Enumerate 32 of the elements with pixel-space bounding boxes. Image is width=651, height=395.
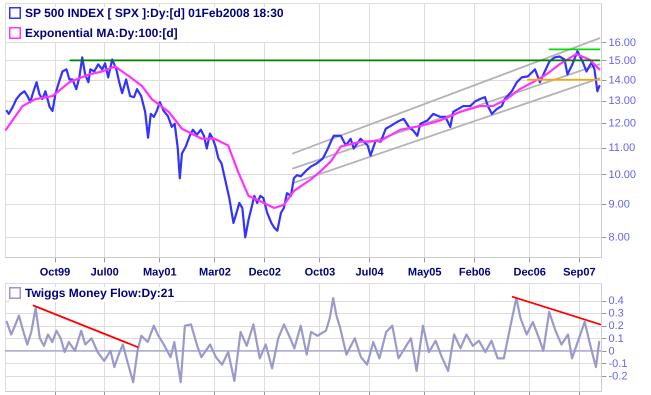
x-tick-label: Oct99	[40, 266, 70, 278]
legend-label: Exponential MA:Dy:100:[d]	[25, 26, 178, 40]
y-tick-label: 11.00	[608, 142, 636, 154]
x-tick-label: Dec02	[248, 266, 281, 278]
y-tick-label: 16.00	[608, 36, 636, 49]
x-tick-label: Dec06	[513, 266, 546, 278]
x-tick-label: Mar02	[199, 266, 231, 278]
y-tick-label: 0.1	[608, 332, 624, 345]
x-tick-label: May01	[142, 266, 177, 278]
y-tick-label: 9.00	[608, 198, 630, 210]
y-tick-label: -0.1	[608, 358, 628, 370]
y-tick-label: 12.00	[608, 118, 636, 130]
y-tick-label: 0	[608, 345, 615, 358]
x-tick-label: Sep07	[563, 266, 596, 278]
x-tick-label: Jul00	[90, 266, 119, 278]
y-tick-label: 8.00	[608, 231, 630, 244]
y-tick-label: 0.2	[608, 320, 624, 332]
line-series	[5, 53, 600, 210]
y-tick-label: 15.00	[608, 54, 636, 67]
legend-label: Twiggs Money Flow:Dy:21	[25, 286, 174, 300]
x-tick-label: Jul04	[356, 266, 385, 278]
x-tick-label: May05	[408, 266, 442, 278]
y-tick-label: 13.00	[608, 95, 636, 108]
y-tick-label: 0.4	[608, 295, 624, 308]
legend-label: SP 500 INDEX [ SPX ]:Dy:[d] 01Feb2008 18:30	[25, 6, 284, 20]
x-tick-label: Feb06	[458, 266, 491, 278]
y-tick-label: -0.2	[608, 370, 628, 382]
line-series	[6, 50, 600, 238]
x-tick-label: Oct03	[304, 266, 336, 278]
y-tick-label: 14.00	[608, 74, 636, 86]
y-tick-label: 0.3	[608, 308, 624, 320]
y-tick-label: 10.00	[608, 168, 636, 181]
